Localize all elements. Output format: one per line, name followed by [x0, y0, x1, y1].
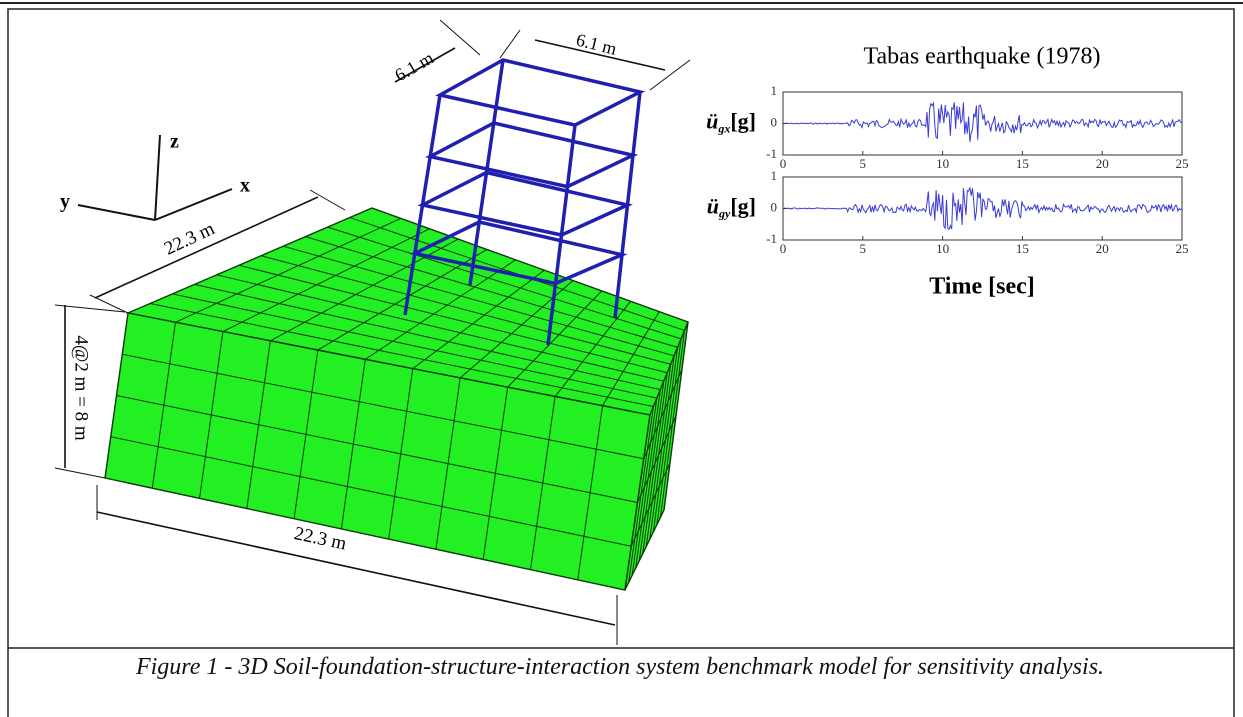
soil-mesh: [327, 226, 682, 340]
y-label-part: [g]: [730, 194, 756, 219]
soil-mesh: [630, 462, 671, 547]
x-tick-label: 10: [936, 241, 949, 256]
x-tick-label: 15: [1016, 241, 1029, 256]
x-tick-label: 0: [780, 156, 787, 171]
soil-mesh: [317, 249, 488, 351]
y-label-part: ü: [706, 109, 718, 134]
floor: [435, 58, 646, 127]
soil-mesh: [643, 368, 683, 459]
soil-mesh: [507, 290, 603, 388]
floor: [425, 121, 639, 189]
y-tick-label: 1: [771, 83, 778, 98]
soil-block: [104, 207, 689, 591]
caption: Figure 1 - 3D Soil-foundation-structure-…: [135, 654, 1105, 680]
y-label-part: gx: [717, 121, 730, 135]
axis-z: z: [170, 131, 179, 153]
x-tick-label: 25: [1176, 241, 1189, 256]
x-tick-label: 15: [1016, 156, 1029, 171]
coordinate-axes: [77, 134, 233, 221]
waveform: [783, 101, 1182, 142]
record-x-label: Time [sec]: [929, 274, 1035, 300]
structure-frame: [403, 58, 646, 346]
y-label: ügy[g]: [707, 194, 756, 221]
record-title: Tabas earthquake (1978): [864, 44, 1101, 70]
soil-mesh: [283, 245, 675, 357]
y-tick-label: 0: [771, 114, 778, 129]
y-tick-label: -1: [766, 146, 777, 161]
x-tick-label: 5: [860, 241, 867, 256]
soil-mesh: [175, 217, 401, 323]
y-label-part: gy: [718, 206, 731, 220]
soil-mesh: [222, 228, 430, 332]
soil-mesh: [238, 264, 668, 374]
dimension-lines: [54, 19, 691, 645]
x-tick-label: 5: [860, 156, 867, 171]
soil-mesh: [364, 259, 516, 360]
axis-y: y: [60, 191, 70, 213]
soil-mesh: [260, 255, 671, 365]
soil-mesh: [216, 274, 664, 382]
x-tick-label: 0: [780, 241, 787, 256]
y-label: ügx[g]: [706, 109, 756, 136]
floor: [417, 170, 633, 237]
soil-mesh: [637, 415, 677, 503]
y-label-part: ü: [707, 194, 719, 219]
dim-bay-left: 6.1 m: [391, 47, 437, 85]
soil-mesh: [172, 293, 658, 399]
floor: [409, 220, 628, 286]
x-tick-label: 25: [1176, 156, 1189, 171]
soil-mesh: [554, 300, 631, 397]
soil-mesh: [150, 302, 654, 408]
soil-mesh: [412, 269, 545, 370]
y-label-part: [g]: [730, 109, 756, 134]
x-tick-label: 10: [936, 156, 949, 171]
dim-soil-depth: 4@2 m = 8 m: [71, 335, 92, 440]
frame: [7, 8, 1235, 717]
x-tick-label: 20: [1096, 241, 1109, 256]
dim-bay-right: 6.1 m: [574, 30, 619, 59]
soil-mesh: [116, 395, 638, 503]
plot-box: [782, 91, 1183, 156]
y-tick-label: -1: [766, 231, 777, 246]
soil-mesh: [602, 311, 660, 406]
y-tick-label: 0: [771, 199, 778, 214]
dim-soil-width: 22.3 m: [161, 218, 218, 259]
waveform: [783, 187, 1183, 231]
soil-mesh: [194, 283, 661, 391]
x-tick-label: 20: [1096, 156, 1109, 171]
soil-mesh: [305, 236, 678, 348]
soil-mesh: [122, 353, 644, 460]
axis-x: x: [240, 175, 250, 197]
y-tick-label: 1: [771, 168, 778, 183]
soil-mesh: [110, 436, 632, 547]
